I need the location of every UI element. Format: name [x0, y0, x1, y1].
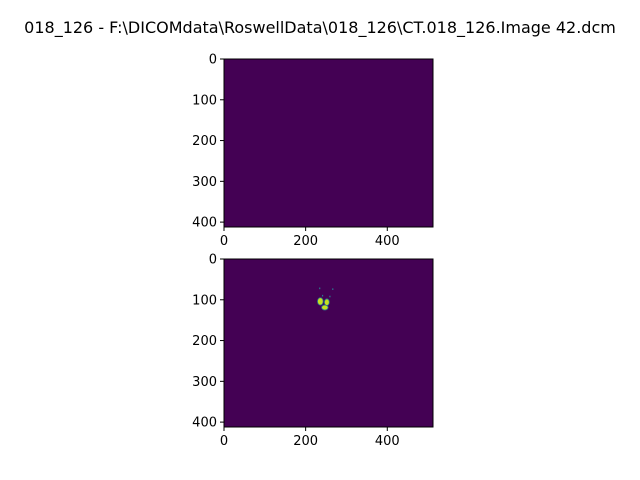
top-image-ytick: 200: [192, 134, 224, 149]
bottom-image-ytick-label: 400: [192, 416, 217, 431]
top-image-ytick-label: 100: [192, 93, 217, 108]
top-image-xtick-label: 0: [220, 234, 228, 249]
top-image-xtick: 200: [293, 227, 318, 249]
top-image-xtick-label: 200: [293, 234, 318, 249]
mask-region-2: [324, 298, 330, 306]
bottom-image-ytick: 400: [192, 416, 224, 431]
bottom-image-frame: [223, 258, 434, 428]
top-image-ytick: 300: [192, 175, 224, 190]
bottom-image-xtick-label: 200: [293, 434, 318, 449]
top-image-xtick: 400: [375, 227, 400, 249]
mask-speck-2: [332, 288, 334, 290]
bottom-image-ytick-label: 300: [192, 375, 217, 390]
mask-speck-3: [321, 294, 324, 297]
bottom-image-ytick: 200: [192, 334, 224, 349]
bottom-image-xtick-label: 400: [375, 434, 400, 449]
bottom-image-xtick: 400: [375, 427, 400, 449]
mask-region-3: [321, 304, 329, 311]
bottom-image-ytick-label: 100: [192, 293, 217, 308]
top-image-xtick-label: 400: [375, 234, 400, 249]
top-image-ytick-label: 400: [192, 216, 217, 231]
mask-speck-4: [329, 295, 331, 298]
top-image-ytick: 400: [192, 216, 224, 231]
bottom-image-ytick-label: 0: [209, 253, 217, 268]
bottom-image-ytick: 100: [192, 293, 224, 308]
top-image-ytick-label: 300: [192, 175, 217, 190]
mask-speck-1: [319, 287, 321, 290]
top-image-image: [224, 59, 433, 227]
bottom-image-ytick: 300: [192, 375, 224, 390]
bottom-image-xtick: 200: [293, 427, 318, 449]
bottom-image-ytick: 0: [209, 253, 224, 268]
bottom-image-image: [224, 259, 433, 427]
bottom-image-xtick-label: 0: [220, 434, 228, 449]
top-image-ytick-label: 0: [209, 53, 217, 68]
figure-title: 018_126 - F:\DICOMdata\RoswellData\018_1…: [24, 18, 616, 37]
top-image-frame: [223, 58, 434, 228]
bottom-image-ytick-label: 200: [192, 334, 217, 349]
bottom-image-xtick: 0: [220, 427, 228, 449]
top-image-xtick: 0: [220, 227, 228, 249]
top-image-ytick-label: 200: [192, 134, 217, 149]
top-image-ytick: 100: [192, 93, 224, 108]
top-image-ytick: 0: [209, 53, 224, 68]
mask-region-1: [317, 297, 324, 306]
